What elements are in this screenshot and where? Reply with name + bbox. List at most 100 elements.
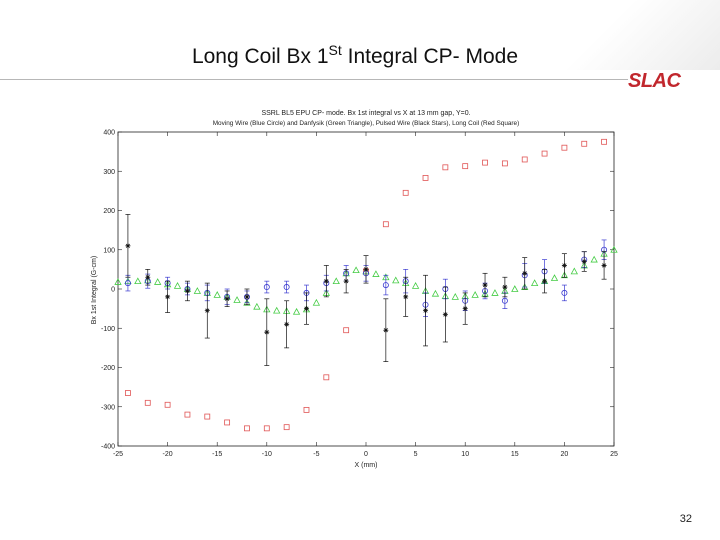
long-coil-point — [521, 156, 528, 163]
danfysik-point — [471, 291, 479, 298]
pulsed-wire-point — [343, 278, 349, 284]
long-coil-point — [382, 221, 389, 228]
danfysik-point — [273, 306, 281, 314]
y-tick-label: -200 — [101, 365, 115, 372]
long-coil-point — [263, 425, 270, 432]
danfysik-point — [134, 277, 142, 285]
danfysik-point — [530, 279, 539, 287]
pulsed-wire-point — [264, 329, 270, 335]
danfysik-point — [451, 293, 459, 300]
long-coil-point — [224, 419, 231, 426]
corner-decoration — [530, 0, 720, 70]
pulsed-wire-point — [303, 306, 309, 312]
x-tick-label: -20 — [163, 451, 173, 458]
danfysik-point — [610, 245, 618, 253]
pulsed-wire-point — [244, 294, 250, 300]
x-tick-label: 20 — [561, 451, 569, 458]
pulsed-wire-point — [323, 278, 329, 284]
long-coil-point — [144, 399, 151, 406]
y-tick-label: 0 — [111, 287, 115, 294]
pulsed-wire-point — [561, 262, 567, 268]
long-coil-point — [581, 140, 588, 147]
y-tick-label: 100 — [103, 247, 115, 254]
pulsed-wire-point — [502, 284, 508, 290]
y-tick-label: -400 — [101, 444, 115, 451]
danfysik-point — [213, 291, 221, 298]
long-coil-point — [244, 425, 250, 432]
danfysik-point — [491, 289, 499, 296]
x-tick-label: -10 — [262, 451, 272, 458]
long-coil-point — [303, 406, 310, 413]
x-tick-label: 5 — [414, 451, 418, 458]
danfysik-point — [352, 266, 360, 274]
plot-frame — [117, 131, 615, 447]
danfysik-point — [570, 267, 578, 275]
chart-subtitle: Moving Wire (Blue Circle) and Danfysik (… — [213, 120, 520, 127]
long-coil-point — [164, 401, 171, 408]
long-coil-point — [323, 374, 330, 381]
long-coil-point — [561, 144, 568, 151]
danfysik-point — [193, 287, 202, 294]
pulsed-wire-point — [423, 308, 429, 314]
x-tick-label: 0 — [364, 451, 368, 458]
x-tick-label: -5 — [313, 451, 319, 458]
danfysik-point — [372, 270, 380, 277]
long-coil-point — [402, 189, 409, 196]
moving-wire-point — [124, 280, 131, 287]
pulsed-wire-point — [204, 308, 210, 314]
x-tick-label: 25 — [610, 451, 618, 458]
pulsed-wire-point — [184, 288, 190, 294]
long-coil-point — [601, 138, 607, 145]
long-coil-point — [422, 175, 429, 181]
moving-wire-point — [263, 284, 270, 291]
pulsed-wire-point — [462, 306, 468, 312]
slide-title: Long Coil Bx 1St Integral CP- Mode — [0, 42, 710, 69]
slac-logo: SLAC — [628, 70, 681, 92]
long-coil-point — [482, 159, 488, 166]
y-tick-label: -100 — [101, 326, 115, 333]
title-superscript: St — [328, 42, 342, 58]
danfysik-point — [332, 277, 340, 285]
title-divider — [0, 79, 628, 80]
long-coil-point — [283, 424, 290, 431]
chart-title: SSRL BL5 EPU CP- mode. Bx 1st integral v… — [261, 110, 470, 117]
pulsed-wire-point — [383, 327, 389, 333]
moving-wire-point — [283, 284, 290, 291]
moving-wire-point — [561, 289, 568, 296]
y-tick-label: 200 — [103, 208, 115, 215]
long-coil-point — [442, 164, 449, 171]
danfysik-point — [431, 289, 440, 297]
title-main: Long Coil Bx 1 — [191, 45, 329, 68]
pulsed-wire-point — [165, 294, 171, 300]
long-coil-point — [462, 163, 469, 170]
danfysik-point — [392, 276, 400, 284]
x-axis-label: X (mm) — [355, 462, 378, 469]
pulsed-wire-point — [581, 259, 587, 265]
moving-wire-point — [501, 297, 508, 304]
danfysik-point — [233, 296, 241, 303]
danfysik-point — [411, 282, 420, 289]
long-coil-point — [184, 411, 191, 418]
danfysik-point — [511, 285, 519, 292]
pulsed-wire-point — [224, 296, 230, 302]
title-rest: Integral CP- Mode — [341, 45, 519, 68]
pulsed-wire-point — [403, 294, 409, 300]
pulsed-wire-point — [442, 312, 448, 318]
pulsed-wire-point — [482, 282, 488, 288]
long-coil-point — [125, 390, 131, 396]
moving-wire-point — [382, 282, 389, 289]
danfysik-point — [292, 307, 301, 315]
page-number: 32 — [679, 513, 692, 525]
danfysik-point — [590, 255, 598, 263]
pulsed-wire-point — [601, 262, 607, 268]
pulsed-wire-point — [145, 274, 151, 280]
long-coil-point — [343, 327, 350, 334]
y-tick-label: -300 — [101, 404, 115, 411]
long-coil-point — [501, 160, 508, 167]
pulsed-wire-point — [542, 278, 548, 284]
danfysik-point — [253, 302, 261, 310]
pulsed-wire-point — [522, 270, 528, 276]
danfysik-point — [560, 271, 569, 279]
danfysik-point — [312, 298, 321, 306]
